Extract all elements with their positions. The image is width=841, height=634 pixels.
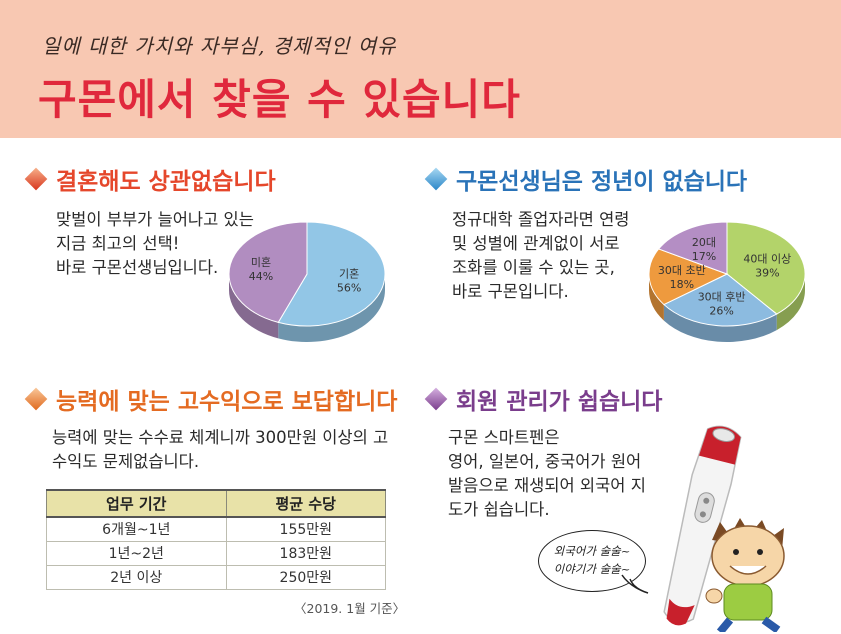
pie-label: 기혼 56% <box>337 267 361 294</box>
text-line: 조화를 이룰 수 있는 곳, <box>452 258 615 277</box>
text-line: 및 성별에 관계없이 서로 <box>452 234 620 253</box>
pie-label: 20대 17% <box>692 236 716 263</box>
text-line: 바로 구몬선생님입니다. <box>56 258 219 277</box>
speech-bubble-tail <box>621 574 649 594</box>
allowance-table: 업무 기간 평균 수당 6개월~1년 155만원 1년~2년 183만원 2년 … <box>46 489 387 590</box>
pie-slice-side <box>229 274 279 339</box>
table-cell: 183만원 <box>225 540 387 566</box>
table-row: 1년~2년 183만원 <box>46 540 387 566</box>
table-cell: 155만원 <box>225 516 387 542</box>
text-line: 도가 쉽습니다. <box>448 500 550 519</box>
section-title-income: 능력에 맞는 고수익으로 보답합니다 <box>24 382 398 416</box>
pie-slice-side <box>649 274 664 321</box>
section-title-member-text: 회원 관리가 쉽습니다 <box>456 389 663 415</box>
diamond-bullet-icon <box>424 387 448 411</box>
page-title: 구몬에서 찾을 수 있습니다 <box>38 75 521 124</box>
pie-slice-side <box>776 274 805 331</box>
section-body-age: 정규대학 졸업자라면 연령 및 성별에 관계없이 서로 조화를 이룰 수 있는 … <box>452 208 629 304</box>
column-header: 평균 수당 <box>225 489 387 518</box>
section-title-member: 회원 관리가 쉽습니다 <box>424 382 663 416</box>
text-line: 수익도 문제없습니다. <box>52 452 200 471</box>
pie-slice <box>657 221 728 275</box>
table-header-row: 업무 기간 평균 수당 <box>46 489 387 518</box>
section-title-marriage: 결혼해도 상관없습니다 <box>24 162 276 196</box>
pie-chart-marital: 기혼 56% 미혼 44% <box>228 221 386 342</box>
table-cell: 1년~2년 <box>46 540 227 566</box>
bubble-line: 이야기가 술술~ <box>553 562 631 576</box>
pie-slice-side <box>663 304 777 342</box>
diamond-bullet-icon <box>24 167 48 191</box>
smart-pen-illustration <box>663 425 742 626</box>
table-cell: 6개월~1년 <box>46 516 227 542</box>
diamond-bullet-icon <box>24 387 48 411</box>
pie-slice <box>277 221 386 327</box>
text-line: 정규대학 졸업자라면 연령 <box>452 210 630 229</box>
pie-slice <box>228 221 308 323</box>
pie-label: 30대 후반 26% <box>698 290 746 317</box>
header-banner: 일에 대한 가치와 자부심, 경제적인 여유 구몬에서 찾을 수 있습니다 <box>0 0 841 138</box>
cartoon-boy-illustration <box>705 518 785 632</box>
text-line: 영어, 일본어, 중국어가 원어 <box>448 452 642 471</box>
section-body-member: 구몬 스마트펜은 영어, 일본어, 중국어가 원어 발음으로 재생되어 외국어 … <box>448 426 646 522</box>
text-line: 능력에 맞는 수수료 체계니까 300만원 이상의 고 <box>52 428 389 447</box>
diamond-bullet-icon <box>424 167 448 191</box>
pie-label: 30대 초반 18% <box>658 264 706 291</box>
text-line: 바로 구몬입니다. <box>452 282 569 301</box>
section-title-income-text: 능력에 맞는 고수익으로 보답합니다 <box>56 389 398 415</box>
pie-label: 40대 이상 39% <box>743 252 791 279</box>
table-row: 6개월~1년 155만원 <box>46 516 387 542</box>
table-row: 2년 이상 250만원 <box>46 564 387 590</box>
pie-slice <box>726 221 806 315</box>
table-cell: 250만원 <box>225 564 387 590</box>
table-cell: 2년 이상 <box>46 564 227 590</box>
section-body-income: 능력에 맞는 수수료 체계니까 300만원 이상의 고 수익도 문제없습니다. <box>52 426 388 474</box>
table-footnote: 〈2019. 1월 기준〉 <box>294 601 406 616</box>
section-title-age-text: 구몬선생님은 정년이 없습니다 <box>456 169 748 195</box>
section-body-marriage: 맞벌이 부부가 늘어나고 있는 지금 최고의 선택! 바로 구몬선생님입니다. <box>56 208 254 280</box>
text-line: 맞벌이 부부가 늘어나고 있는 <box>56 210 254 229</box>
pie-slice <box>648 248 729 306</box>
pie-label: 미혼 44% <box>249 256 273 283</box>
section-title-age: 구몬선생님은 정년이 없습니다 <box>424 162 748 196</box>
pie-chart-age: 40대 이상 39% 30대 후반 26%30대 초반 18%20대 17% <box>648 221 806 342</box>
pie-slice-side <box>278 274 385 342</box>
text-line: 발음으로 재생되어 외국어 지 <box>448 476 646 495</box>
header-subtitle: 일에 대한 가치와 자부심, 경제적인 여유 <box>42 34 397 58</box>
text-line: 지금 최고의 선택! <box>56 234 180 253</box>
text-line: 구몬 스마트펜은 <box>448 428 560 447</box>
column-header: 업무 기간 <box>46 489 227 518</box>
pie-slice <box>663 273 778 327</box>
section-title-marriage-text: 결혼해도 상관없습니다 <box>56 169 276 195</box>
bubble-line: 외국어가 술술~ <box>553 544 631 558</box>
